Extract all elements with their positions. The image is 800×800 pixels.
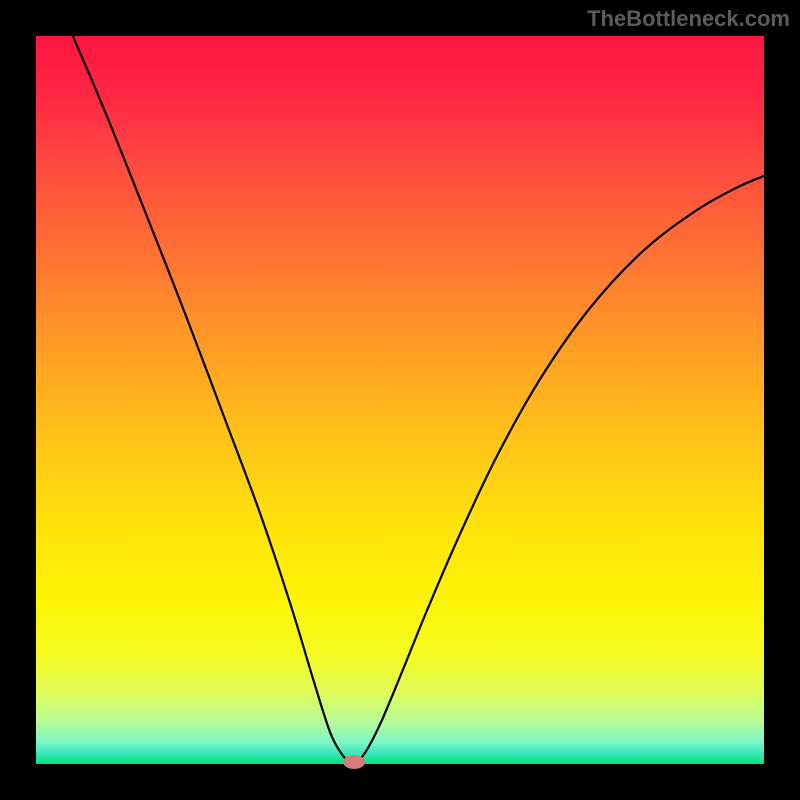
gradient-background bbox=[36, 36, 764, 764]
watermark-text: TheBottleneck.com bbox=[587, 6, 790, 32]
plot-area bbox=[36, 36, 764, 764]
minimum-marker bbox=[343, 755, 365, 769]
